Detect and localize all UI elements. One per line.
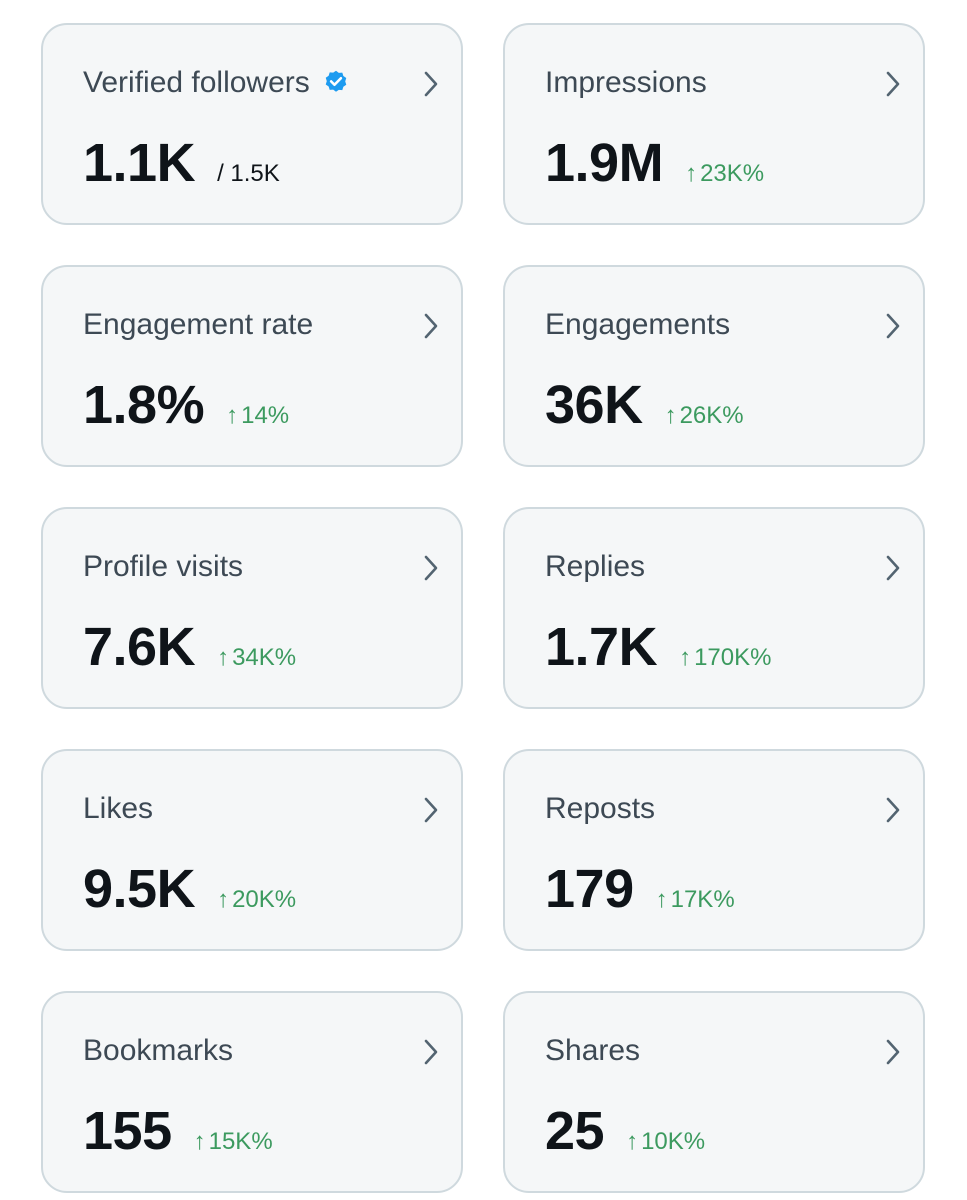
metric-change-value: 170K%	[694, 644, 772, 671]
metric-change: ↑ 23K%	[685, 160, 764, 188]
card-title-label: Replies	[545, 550, 646, 583]
analytics-grid: Verified followers 1.1K / 1.5K Impressio…	[41, 23, 925, 1193]
card-title-label: Verified followers	[83, 66, 310, 99]
arrow-up-icon: ↑	[685, 160, 698, 187]
card-title-label: Reposts	[545, 792, 656, 825]
arrow-up-icon: ↑	[217, 644, 230, 671]
card-likes[interactable]: Likes 9.5K ↑ 20K%	[41, 749, 463, 951]
card-title-label: Engagement rate	[83, 308, 314, 341]
chevron-right-icon[interactable]	[421, 795, 441, 825]
metric-value: 1.7K	[545, 617, 658, 677]
card-title-label: Engagements	[545, 308, 731, 341]
card-replies[interactable]: Replies 1.7K ↑ 170K%	[503, 507, 925, 709]
value-row: 179 ↑ 17K%	[545, 859, 735, 919]
value-row: 9.5K ↑ 20K%	[83, 859, 296, 919]
metric-change-value: 26K%	[679, 402, 744, 429]
arrow-up-icon: ↑	[664, 402, 677, 429]
metric-value: 1.8%	[83, 375, 205, 435]
card-title: Bookmarks	[83, 1033, 233, 1069]
metric-change: ↑ 17K%	[656, 886, 735, 914]
card-bookmarks[interactable]: Bookmarks 155 ↑ 15K%	[41, 991, 463, 1193]
card-engagement-rate[interactable]: Engagement rate 1.8% ↑ 14%	[41, 265, 463, 467]
metric-change-value: 23K%	[700, 160, 765, 187]
metric-value: 25	[545, 1101, 605, 1161]
chevron-right-icon[interactable]	[421, 69, 441, 99]
chevron-right-icon[interactable]	[421, 311, 441, 341]
card-engagements[interactable]: Engagements 36K ↑ 26K%	[503, 265, 925, 467]
metric-change-value: 20K%	[232, 886, 297, 913]
metric-value: 155	[83, 1101, 172, 1161]
metric-change: ↑ 170K%	[679, 644, 771, 672]
metric-value: 179	[545, 859, 634, 919]
card-title: Engagement rate	[83, 307, 313, 343]
card-shares[interactable]: Shares 25 ↑ 10K%	[503, 991, 925, 1193]
arrow-up-icon: ↑	[226, 402, 239, 429]
metric-value: 1.9M	[545, 133, 664, 193]
card-title: Reposts	[545, 791, 655, 827]
card-title-label: Likes	[83, 792, 154, 825]
verified-badge-icon	[325, 70, 347, 92]
metric-change-value: 14%	[241, 402, 290, 429]
chevron-right-icon[interactable]	[421, 1037, 441, 1067]
metric-value: 7.6K	[83, 617, 196, 677]
card-impressions[interactable]: Impressions 1.9M ↑ 23K%	[503, 23, 925, 225]
metric-value: 9.5K	[83, 859, 196, 919]
metric-change: ↑ 10K%	[626, 1128, 705, 1156]
card-title: Profile visits	[83, 549, 243, 585]
card-title: Impressions	[545, 65, 707, 101]
card-title: Verified followers	[83, 65, 350, 101]
card-title: Shares	[545, 1033, 640, 1069]
card-profile-visits[interactable]: Profile visits 7.6K ↑ 34K%	[41, 507, 463, 709]
value-row: 1.8% ↑ 14%	[83, 375, 289, 435]
value-row: 7.6K ↑ 34K%	[83, 617, 296, 677]
value-row: 25 ↑ 10K%	[545, 1101, 705, 1161]
arrow-up-icon: ↑	[217, 886, 230, 913]
card-title: Likes	[83, 791, 153, 827]
metric-change: ↑ 34K%	[217, 644, 296, 672]
metric-change-value: 15K%	[208, 1128, 273, 1155]
metric-change: ↑ 20K%	[217, 886, 296, 914]
chevron-right-icon[interactable]	[883, 553, 903, 583]
metric-change: ↑ 15K%	[194, 1128, 273, 1156]
value-row: 155 ↑ 15K%	[83, 1101, 273, 1161]
metric-change-value: 17K%	[670, 886, 735, 913]
card-title-label: Shares	[545, 1034, 641, 1067]
value-row: 1.7K ↑ 170K%	[545, 617, 771, 677]
card-verified-followers[interactable]: Verified followers 1.1K / 1.5K	[41, 23, 463, 225]
metric-change: ↑ 14%	[226, 402, 289, 430]
metric-change-value: 10K%	[641, 1128, 706, 1155]
arrow-up-icon: ↑	[679, 644, 692, 671]
value-row: 1.1K / 1.5K	[83, 133, 280, 193]
chevron-right-icon[interactable]	[883, 795, 903, 825]
card-title: Engagements	[545, 307, 730, 343]
metric-change: ↑ 26K%	[665, 402, 744, 430]
chevron-right-icon[interactable]	[883, 69, 903, 99]
value-row: 36K ↑ 26K%	[545, 375, 744, 435]
metric-total: / 1.5K	[217, 160, 280, 187]
metric-change-value: 34K%	[232, 644, 297, 671]
chevron-right-icon[interactable]	[883, 311, 903, 341]
arrow-up-icon: ↑	[655, 886, 668, 913]
card-title-label: Bookmarks	[83, 1034, 234, 1067]
arrow-up-icon: ↑	[626, 1128, 639, 1155]
metric-value: 1.1K	[83, 133, 196, 193]
arrow-up-icon: ↑	[193, 1128, 206, 1155]
chevron-right-icon[interactable]	[421, 553, 441, 583]
card-reposts[interactable]: Reposts 179 ↑ 17K%	[503, 749, 925, 951]
card-title: Replies	[545, 549, 645, 585]
card-title-label: Profile visits	[83, 550, 244, 583]
metric-value: 36K	[545, 375, 643, 435]
value-row: 1.9M ↑ 23K%	[545, 133, 764, 193]
card-title-label: Impressions	[545, 66, 707, 99]
chevron-right-icon[interactable]	[883, 1037, 903, 1067]
